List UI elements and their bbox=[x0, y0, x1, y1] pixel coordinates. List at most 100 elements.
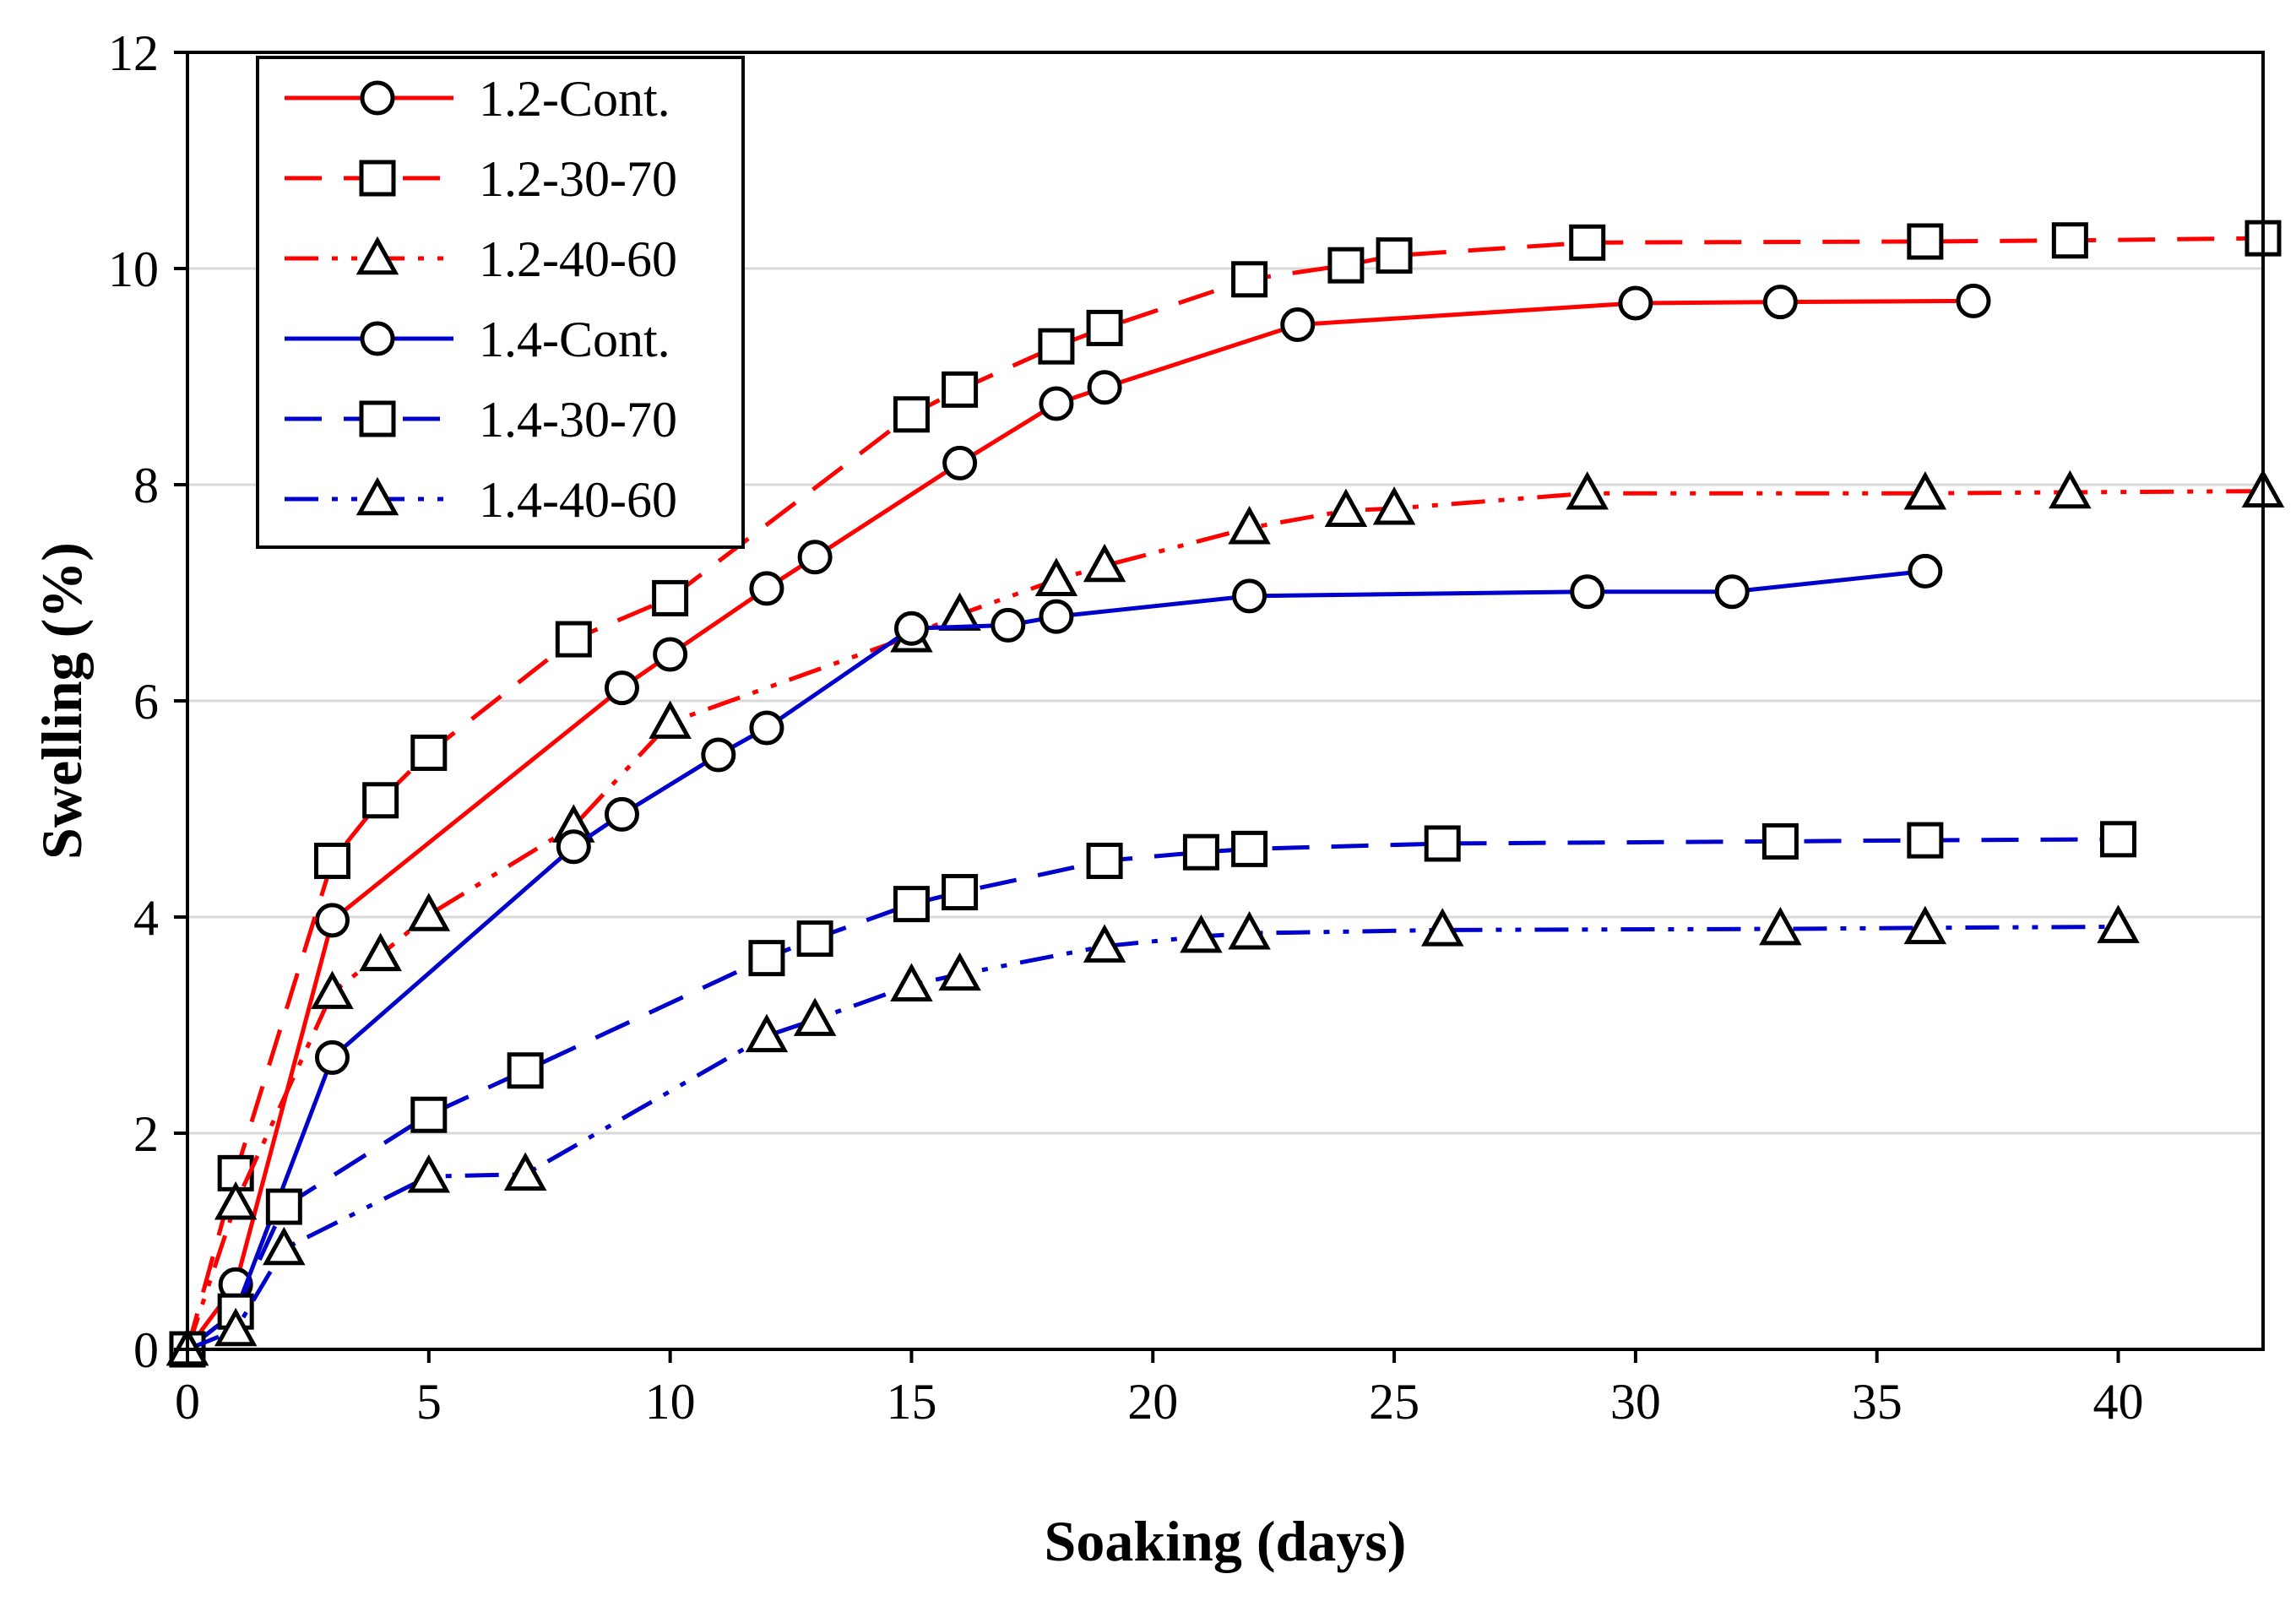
data-point bbox=[991, 607, 1026, 643]
series-line bbox=[186, 837, 2119, 1351]
data-point bbox=[1714, 574, 1750, 610]
y-axis-title: Swelling (%) bbox=[30, 542, 94, 860]
data-point bbox=[1907, 223, 1944, 260]
legend-item: 1.4-Cont. bbox=[285, 312, 670, 367]
data-point bbox=[1231, 261, 1268, 298]
legend-marker bbox=[356, 236, 399, 275]
x-tick-label: 20 bbox=[1127, 1374, 1178, 1430]
data-point bbox=[1086, 309, 1123, 346]
data-point bbox=[942, 371, 979, 408]
data-point bbox=[407, 893, 451, 931]
data-point bbox=[748, 940, 785, 977]
data-point bbox=[503, 1152, 547, 1191]
data-point bbox=[2051, 222, 2088, 259]
legend-item: 1.2-30-70 bbox=[285, 151, 677, 207]
data-point bbox=[1372, 486, 1416, 525]
data-point bbox=[265, 1188, 302, 1225]
data-point bbox=[1039, 599, 1074, 634]
series-1.2-30-70 bbox=[169, 220, 2282, 1368]
data-point bbox=[410, 734, 448, 771]
legend: 1.2-Cont. 1.2-30-70 1.2-40-60 1.4-Cont. 1.4-… bbox=[256, 56, 745, 549]
data-point bbox=[1762, 285, 1798, 320]
y-tick-label: 12 bbox=[108, 25, 159, 81]
data-point bbox=[1759, 906, 1802, 946]
data-point bbox=[1083, 924, 1126, 963]
data-point bbox=[1228, 911, 1271, 950]
data-point bbox=[1228, 506, 1271, 545]
data-point bbox=[1566, 471, 1609, 510]
data-point bbox=[2049, 469, 2092, 509]
data-point bbox=[1903, 905, 1947, 945]
data-point bbox=[1761, 822, 1799, 860]
legend-label: 1.2-30-70 bbox=[479, 151, 677, 207]
data-point bbox=[1182, 833, 1219, 871]
legend-label: 1.4-30-70 bbox=[479, 392, 677, 448]
data-point bbox=[938, 952, 981, 991]
x-tick-label: 5 bbox=[416, 1374, 442, 1430]
data-point bbox=[1180, 914, 1223, 953]
data-point bbox=[604, 796, 639, 832]
data-point bbox=[507, 1052, 544, 1089]
data-point bbox=[2100, 821, 2137, 858]
y-tick-label: 0 bbox=[133, 1322, 159, 1378]
data-point bbox=[362, 782, 399, 819]
data-point bbox=[890, 963, 933, 1001]
series-1.4-40-60 bbox=[166, 904, 2140, 1366]
data-point bbox=[1956, 283, 1991, 318]
legend-box bbox=[256, 56, 745, 549]
legend-label: 1.2-40-60 bbox=[479, 231, 677, 287]
legend-label: 1.4-Cont. bbox=[479, 312, 670, 367]
data-point bbox=[1570, 574, 1605, 610]
data-point bbox=[214, 1307, 258, 1347]
data-point bbox=[313, 842, 350, 879]
y-tick-label: 8 bbox=[133, 458, 159, 513]
data-point bbox=[1420, 908, 1464, 947]
data-point bbox=[1083, 543, 1126, 583]
data-point bbox=[1327, 247, 1365, 284]
data-point bbox=[653, 637, 688, 672]
data-point bbox=[1087, 370, 1122, 405]
data-point bbox=[314, 903, 350, 938]
axes: 0 2 4 6 8 10 12 0 5 10 15 20 25 30 35 40 bbox=[108, 25, 2144, 1430]
data-point bbox=[1038, 328, 1075, 365]
data-point bbox=[556, 829, 591, 865]
data-point bbox=[942, 445, 978, 480]
data-point bbox=[797, 540, 833, 575]
data-point bbox=[1039, 386, 1074, 421]
data-point bbox=[1907, 822, 1944, 859]
x-tick-label: 0 bbox=[175, 1374, 200, 1430]
data-point bbox=[652, 579, 689, 616]
legend-label: 1.2-Cont. bbox=[479, 71, 670, 127]
series-line bbox=[185, 298, 1974, 1351]
data-point bbox=[893, 886, 930, 923]
y-tick-label: 6 bbox=[133, 674, 159, 730]
data-point bbox=[1908, 553, 1943, 589]
data-point bbox=[2097, 904, 2140, 943]
data-point bbox=[1280, 307, 1316, 343]
legend-item: 1.2-40-60 bbox=[285, 231, 677, 287]
data-point bbox=[1086, 842, 1123, 879]
data-point bbox=[1376, 237, 1413, 274]
series-1.2-40-60 bbox=[166, 469, 2285, 1366]
data-point bbox=[745, 1013, 789, 1053]
data-point bbox=[1324, 488, 1368, 528]
legend-item: 1.4-30-70 bbox=[285, 392, 677, 448]
y-tick-label: 10 bbox=[108, 242, 159, 297]
series-line bbox=[186, 568, 1926, 1351]
data-point bbox=[555, 621, 592, 658]
data-point bbox=[793, 997, 837, 1036]
data-point bbox=[893, 611, 929, 646]
legend-marker bbox=[356, 476, 399, 516]
data-point bbox=[1232, 578, 1267, 614]
legend-label: 1.4-40-60 bbox=[479, 472, 677, 528]
x-axis-title: Soaking (days) bbox=[1045, 1509, 1407, 1573]
series-1.4-30-70 bbox=[169, 821, 2137, 1368]
data-point bbox=[407, 1154, 451, 1193]
y-tick-label: 2 bbox=[133, 1106, 159, 1162]
series-layer bbox=[166, 220, 2285, 1368]
data-point bbox=[1231, 830, 1268, 867]
legend-item: 1.4-40-60 bbox=[285, 472, 677, 528]
y-tick-label: 4 bbox=[133, 890, 159, 946]
legend-marker bbox=[360, 321, 395, 356]
legend-marker bbox=[359, 160, 396, 197]
